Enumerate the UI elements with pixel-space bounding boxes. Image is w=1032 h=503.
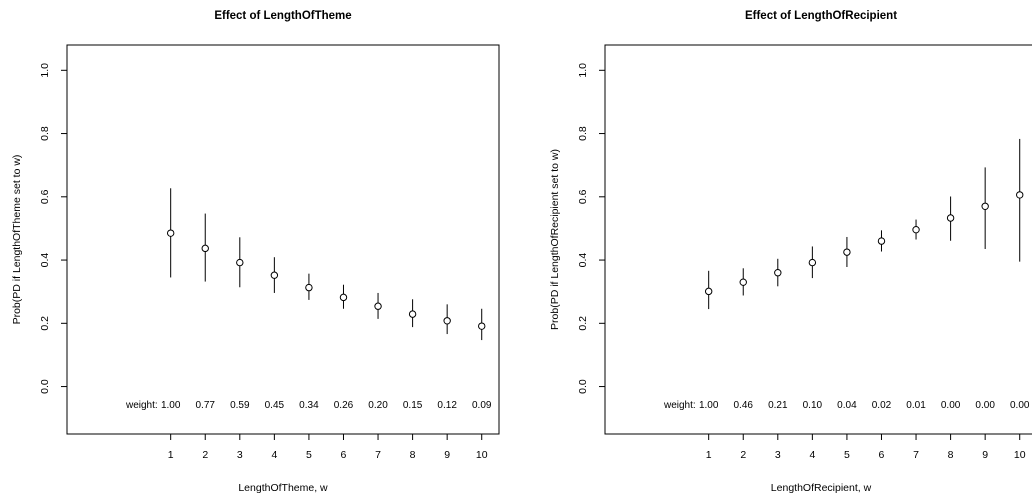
x-tick-label: 4 bbox=[271, 449, 277, 461]
x-tick-label: 1 bbox=[168, 449, 174, 461]
y-tick-label: 0.8 bbox=[39, 126, 51, 141]
x-tick-label: 6 bbox=[879, 449, 885, 461]
data-point bbox=[270, 271, 279, 279]
weight-value: 0.46 bbox=[734, 400, 754, 411]
x-tick-label: 7 bbox=[375, 449, 381, 461]
weight-value: 0.77 bbox=[196, 400, 216, 411]
x-tick-label: 9 bbox=[982, 449, 988, 461]
x-tick-label: 8 bbox=[948, 449, 954, 461]
x-tick-label: 9 bbox=[444, 449, 450, 461]
plot-frame bbox=[604, 44, 1032, 435]
weight-value: 0.00 bbox=[941, 400, 961, 411]
x-tick-label: 5 bbox=[844, 449, 850, 461]
weight-value: 0.00 bbox=[1010, 400, 1030, 411]
chart-title: Effect of LengthOfRecipient bbox=[745, 10, 897, 22]
weight-value: 0.59 bbox=[230, 400, 250, 411]
data-point bbox=[808, 258, 817, 267]
x-tick-label: 2 bbox=[202, 449, 208, 461]
chart-title: Effect of LengthOfTheme bbox=[214, 10, 351, 22]
weight-value: 0.34 bbox=[299, 400, 319, 411]
x-tick-label: 10 bbox=[1014, 449, 1026, 461]
y-tick-label: 0.0 bbox=[39, 379, 51, 394]
y-tick-label: 0.4 bbox=[39, 253, 51, 268]
x-tick-label: 2 bbox=[740, 449, 746, 461]
weight-value: 0.45 bbox=[265, 400, 285, 411]
data-point bbox=[843, 248, 851, 256]
weight-value: 0.01 bbox=[906, 400, 926, 411]
weight-value: 0.15 bbox=[403, 400, 423, 411]
y-tick-label: 0.8 bbox=[577, 126, 589, 141]
weight-value: 0.09 bbox=[472, 400, 492, 411]
x-tick-label: 3 bbox=[237, 449, 243, 461]
data-point bbox=[877, 237, 886, 245]
x-tick-label: 1 bbox=[706, 449, 712, 461]
weight-value: 1.00 bbox=[699, 400, 719, 411]
data-point bbox=[704, 287, 713, 296]
y-tick-label: 1.0 bbox=[577, 63, 589, 78]
data-point bbox=[166, 229, 175, 237]
data-point bbox=[305, 283, 313, 292]
data-point bbox=[201, 244, 209, 253]
data-point bbox=[739, 278, 747, 286]
data-point bbox=[1016, 191, 1024, 199]
data-point bbox=[981, 202, 989, 210]
weight-value: 0.12 bbox=[437, 400, 457, 411]
x-tick-label: 6 bbox=[341, 449, 347, 461]
plot-frame bbox=[66, 44, 500, 435]
y-tick-label: 0.2 bbox=[39, 316, 51, 331]
x-tick-label: 7 bbox=[913, 449, 919, 461]
data-point bbox=[408, 310, 417, 318]
data-point bbox=[912, 225, 920, 234]
y-tick-label: 0.6 bbox=[39, 189, 51, 204]
weight-value: 0.00 bbox=[975, 400, 995, 411]
x-axis-label: LengthOfRecipient, w bbox=[771, 482, 872, 494]
x-tick-label: 5 bbox=[306, 449, 312, 461]
data-point bbox=[374, 302, 382, 310]
chart-panel-1: Effect of LengthOfTheme LengthOfTheme, w P… bbox=[11, 10, 500, 494]
weight-value: 1.00 bbox=[161, 400, 181, 411]
x-tick-label: 4 bbox=[809, 449, 815, 461]
y-tick-label: 0.4 bbox=[577, 253, 589, 268]
data-point bbox=[443, 317, 451, 325]
x-tick-label: 10 bbox=[476, 449, 488, 461]
y-axis-label: Prob(PD if LengthOfRecipient set to w) bbox=[549, 149, 561, 330]
weight-label: weight: bbox=[125, 400, 158, 411]
x-tick-label: 8 bbox=[410, 449, 416, 461]
y-tick-label: 0.2 bbox=[577, 316, 589, 331]
y-tick-label: 0.6 bbox=[577, 189, 589, 204]
weight-value: 0.04 bbox=[837, 400, 857, 411]
data-point bbox=[478, 322, 486, 330]
weight-value: 0.10 bbox=[803, 400, 823, 411]
data-point bbox=[236, 258, 244, 267]
y-axis-label: Prob(PD if LengthOfTheme set to w) bbox=[11, 155, 23, 325]
data-point bbox=[339, 293, 348, 302]
data-point bbox=[946, 214, 955, 222]
weight-value: 0.02 bbox=[872, 400, 892, 411]
data-point bbox=[774, 269, 782, 277]
y-tick-label: 0.0 bbox=[577, 379, 589, 394]
x-axis-label: LengthOfTheme, w bbox=[238, 482, 328, 494]
weight-value: 0.21 bbox=[768, 400, 788, 411]
weight-value: 0.20 bbox=[368, 400, 388, 411]
weight-label: weight: bbox=[663, 400, 696, 411]
y-tick-label: 1.0 bbox=[39, 63, 51, 78]
weight-value: 0.26 bbox=[334, 400, 354, 411]
chart-panel-2: Effect of LengthOfRecipient LengthOfRecip… bbox=[549, 10, 1032, 494]
x-tick-label: 3 bbox=[775, 449, 781, 461]
